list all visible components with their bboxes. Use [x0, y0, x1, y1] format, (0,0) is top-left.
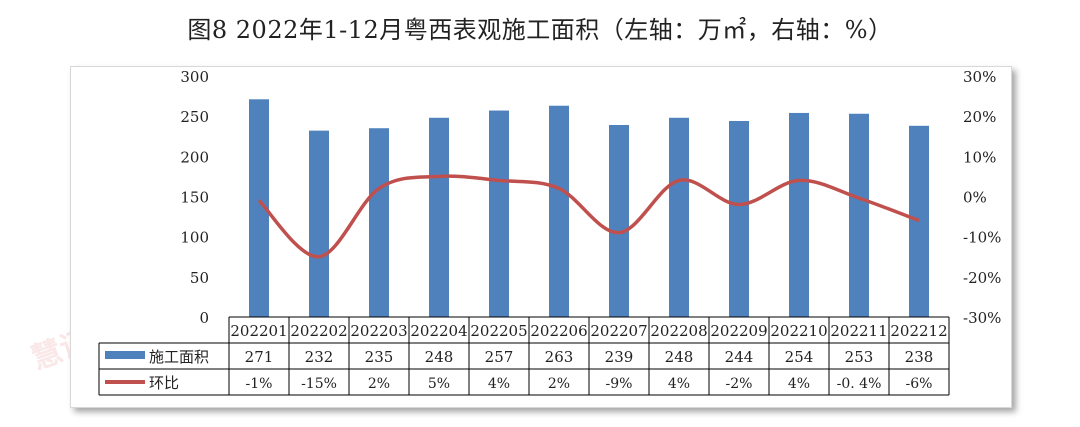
combo-chart: 0 50 100 150 200 250 300 -30% -20% -10% 0% 10% 20% 3…	[98, 68, 1001, 396]
x-tick-label: 202212	[890, 322, 947, 340]
bar	[429, 117, 449, 317]
data-label-line: 4%	[488, 376, 510, 392]
left-tick-label: 0	[199, 309, 209, 327]
right-tick-label: 0%	[963, 189, 987, 207]
left-tick-label: 300	[180, 68, 209, 86]
bar	[549, 105, 569, 317]
data-label-line: -6%	[906, 376, 933, 392]
right-tick-label: 30%	[963, 68, 996, 86]
bar	[609, 125, 629, 318]
bar	[909, 125, 929, 317]
data-label-bar: 257	[485, 348, 514, 366]
data-label-bar: 263	[545, 348, 574, 366]
x-tick-label: 202211	[830, 322, 887, 340]
x-tick-label: 202207	[590, 322, 647, 340]
x-tick-label: 202205	[470, 322, 527, 340]
data-label-bar: 239	[605, 348, 634, 366]
legend-label-line: 环比	[149, 374, 179, 392]
data-label-line: 5%	[428, 376, 450, 392]
bar	[489, 110, 509, 317]
data-label-bar: 253	[845, 348, 874, 366]
data-label-bar: 232	[305, 348, 334, 366]
x-tick-label: 202206	[530, 322, 587, 340]
data-label-line: -2%	[726, 376, 753, 392]
data-label-bar: 271	[245, 348, 274, 366]
data-label-line: 2%	[368, 376, 390, 392]
data-table: 202201 202202 202203 202204 202205 202206 2022…	[98, 316, 950, 396]
bar-series	[249, 99, 929, 318]
data-label-bar: 254	[785, 348, 814, 366]
right-axis: -30% -20% -10% 0% 10% 20% 30%	[963, 68, 1001, 327]
chart-title: 图8 2022年1-12月粤西表观施工面积（左轴：万㎡，右轴：%）	[187, 16, 893, 44]
legend-key-bar	[105, 351, 145, 359]
data-label-bar: 238	[905, 348, 934, 366]
left-axis: 0 50 100 150 200 250 300	[180, 68, 209, 327]
right-tick-label: -20%	[963, 269, 1001, 287]
bar	[789, 112, 809, 317]
right-tick-label: -10%	[963, 229, 1001, 247]
bar	[309, 130, 329, 317]
x-tick-label: 202208	[650, 322, 707, 340]
data-label-bar: 248	[425, 348, 454, 366]
bar	[729, 120, 749, 317]
right-tick-label: -30%	[963, 309, 1001, 327]
left-tick-label: 200	[180, 148, 209, 166]
right-tick-label: 20%	[963, 108, 996, 126]
line-path	[257, 174, 920, 259]
x-tick-label: 202203	[350, 322, 407, 340]
x-tick-label: 202209	[710, 322, 767, 340]
data-label-line: -15%	[301, 376, 337, 392]
left-tick-label: 250	[180, 108, 209, 126]
data-label-line: 4%	[788, 376, 810, 392]
bar	[849, 113, 869, 317]
line-series	[257, 174, 920, 259]
x-tick-label: 202201	[230, 322, 287, 340]
data-label-line: 4%	[668, 376, 690, 392]
x-tick-label: 202202	[290, 322, 347, 340]
x-tick-label: 202210	[770, 322, 827, 340]
legend-label-bar: 施工面积	[149, 348, 209, 366]
data-label-bar: 244	[725, 348, 754, 366]
left-tick-label: 150	[180, 189, 209, 207]
data-label-line: 2%	[548, 376, 570, 392]
bar	[249, 99, 269, 317]
chart-frame: 0 50 100 150 200 250 300 -30% -20% -10% 0% 10% 20% 3…	[70, 66, 1012, 408]
bar	[369, 128, 389, 317]
left-tick-label: 100	[180, 229, 209, 247]
right-tick-label: 10%	[963, 148, 996, 166]
data-label-line: -0. 4%	[837, 376, 882, 392]
bar	[669, 117, 689, 317]
x-tick-label: 202204	[410, 322, 467, 340]
data-label-line: -9%	[606, 376, 633, 392]
data-label-bar: 235	[365, 348, 394, 366]
data-label-bar: 248	[665, 348, 694, 366]
left-tick-label: 50	[190, 269, 209, 287]
data-label-line: -1%	[246, 376, 273, 392]
